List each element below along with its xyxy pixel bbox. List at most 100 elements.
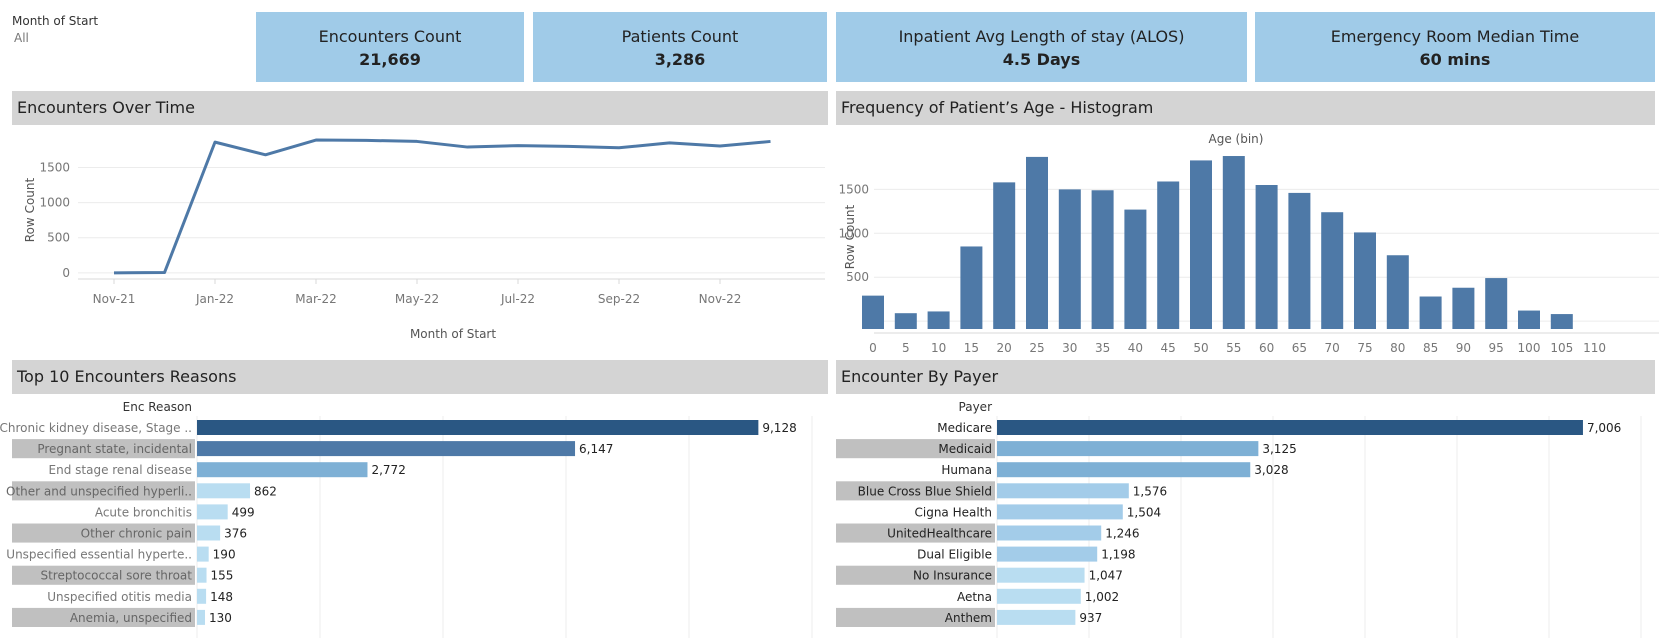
age-histogram-chart: 0500100015000510152025303540455055606570… — [838, 132, 1659, 355]
x-axis-title: Age (bin) — [1209, 132, 1264, 146]
kpi-inpatient-alos: Inpatient Avg Length of stay (ALOS) 4.5 … — [836, 12, 1247, 82]
bar — [197, 420, 759, 435]
x-tick-label: 30 — [1062, 341, 1077, 355]
bar — [997, 588, 1081, 604]
x-tick-label: 45 — [1161, 341, 1176, 355]
x-axis-title: Month of Start — [410, 327, 496, 341]
x-tick-label: 20 — [997, 341, 1012, 355]
value-label: 1,576 — [1133, 484, 1167, 498]
category-label: End stage renal disease — [49, 463, 192, 477]
value-label: 862 — [254, 484, 277, 498]
value-label: 190 — [213, 548, 236, 562]
histogram-bar — [1419, 296, 1442, 329]
value-label: 1,198 — [1101, 548, 1135, 562]
category-label: Streptococcal sore throat — [40, 569, 192, 583]
kpi-er-median-time: Emergency Room Median Time 60 mins — [1255, 12, 1655, 82]
x-tick-label: 100 — [1518, 341, 1541, 355]
x-tick-label: 55 — [1226, 341, 1241, 355]
top-reasons-chart: Enc Reason Chronic kidney disease, Stage … — [0, 400, 813, 638]
x-tick-label: 80 — [1390, 341, 1405, 355]
bar — [197, 609, 205, 625]
histogram-bar — [1222, 156, 1245, 329]
histogram-bar — [894, 313, 917, 329]
bar — [197, 462, 368, 478]
encounters-over-time-chart: 0 500 1000 1500 Nov-21 Jan-22 Mar-22 May-22 Jul-… — [23, 138, 825, 341]
bar — [197, 441, 576, 457]
x-tick-label: 65 — [1292, 341, 1307, 355]
value-label: 155 — [211, 569, 234, 583]
value-label: 2,772 — [371, 463, 405, 477]
row-header: Enc Reason — [123, 400, 192, 414]
histogram-bar — [993, 182, 1016, 329]
month-filter[interactable]: Month of Start All — [12, 14, 242, 45]
category-label: UnitedHealthcare — [887, 527, 992, 541]
histogram-bar — [1518, 310, 1540, 329]
row-band — [836, 523, 995, 543]
histogram-bar — [1452, 287, 1475, 329]
bar — [997, 546, 1098, 562]
row-band — [836, 439, 995, 459]
y-axis-title: Row Count — [23, 178, 37, 243]
category-label: Other chronic pain — [81, 527, 192, 541]
y-tick-label: 1500 — [39, 160, 70, 174]
bar — [997, 567, 1085, 583]
category-label: Acute bronchitis — [95, 505, 192, 519]
kpi-value: 3,286 — [654, 50, 706, 69]
bar — [197, 483, 251, 499]
category-label: Medicare — [937, 421, 992, 435]
x-tick-label: 105 — [1550, 341, 1573, 355]
kpi-value: 60 mins — [1419, 50, 1491, 69]
histogram-bar — [960, 246, 983, 329]
x-tick-label: Jul-22 — [500, 292, 535, 306]
panel-title-encounter-by-payer: Encounter By Payer — [836, 360, 1655, 394]
panel-title-encounters-over-time: Encounters Over Time — [12, 91, 828, 125]
histogram-bar — [1288, 192, 1311, 329]
value-label: 6,147 — [579, 442, 613, 456]
x-tick-label: 10 — [931, 341, 946, 355]
x-tick-label: 0 — [869, 341, 877, 355]
bar — [197, 504, 228, 520]
value-label: 3,125 — [1262, 442, 1296, 456]
histogram-bar — [1157, 181, 1180, 329]
category-label: Aetna — [957, 590, 992, 604]
value-label: 1,504 — [1127, 505, 1161, 519]
x-tick-label: 35 — [1095, 341, 1110, 355]
bar — [197, 525, 221, 541]
kpi-title: Emergency Room Median Time — [1330, 27, 1580, 46]
bar — [197, 546, 209, 562]
value-label: 130 — [209, 611, 232, 625]
kpi-encounters-count: Encounters Count 21,669 — [256, 12, 524, 82]
histogram-bar — [1550, 314, 1573, 329]
category-label: Anemia, unspecified — [70, 611, 192, 625]
value-label: 1,047 — [1089, 569, 1123, 583]
bar — [997, 441, 1259, 457]
row-header: Payer — [959, 400, 993, 414]
x-tick-label: 5 — [902, 341, 910, 355]
row-band — [12, 439, 195, 459]
value-label: 1,002 — [1085, 590, 1119, 604]
value-label: 376 — [224, 527, 247, 541]
category-label: Anthem — [945, 611, 992, 625]
x-tick-label: 110 — [1583, 341, 1606, 355]
kpi-value: 4.5 Days — [1002, 50, 1081, 69]
histogram-bar — [927, 311, 950, 329]
x-tick-label: 75 — [1357, 341, 1372, 355]
histogram-bar — [1058, 189, 1081, 329]
histogram-bar — [1026, 156, 1048, 329]
bar — [997, 462, 1251, 478]
row-band — [12, 607, 195, 627]
category-label: Dual Eligible — [917, 548, 992, 562]
histogram-bar — [1386, 255, 1409, 329]
y-tick-label: 500 — [846, 270, 869, 284]
value-label: 148 — [210, 590, 233, 604]
histogram-bar — [1321, 212, 1344, 329]
row-band — [836, 565, 995, 585]
histogram-bar — [1091, 190, 1114, 329]
x-tick-label: 95 — [1489, 341, 1504, 355]
bar — [997, 609, 1076, 625]
row-band — [12, 565, 195, 585]
y-tick-label: 1000 — [838, 226, 869, 240]
value-label: 937 — [1079, 611, 1102, 625]
filter-value[interactable]: All — [14, 31, 29, 45]
bar — [197, 567, 207, 583]
